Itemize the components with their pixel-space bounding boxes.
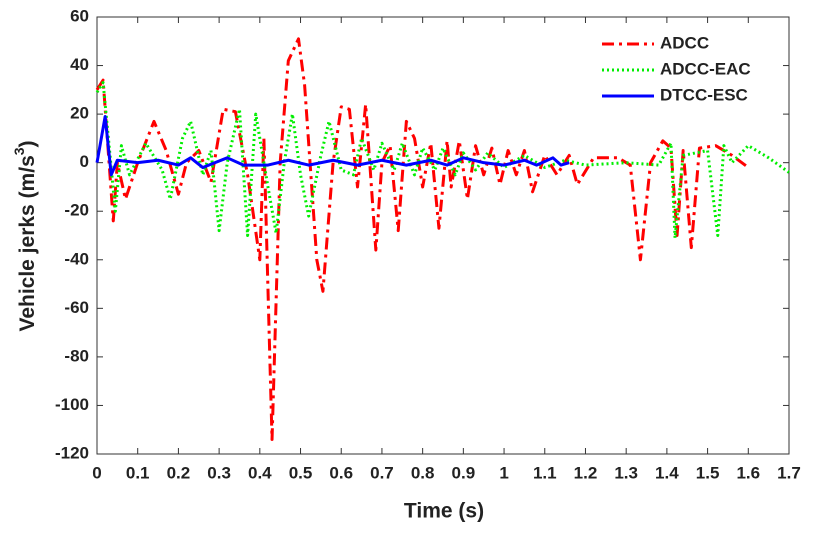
y-tick-label: -20 [64, 201, 89, 220]
x-tick-label: 1.5 [696, 463, 720, 482]
y-axis-label: Vehicle jerks (m/s3) [11, 140, 39, 331]
x-tick-label: 0.3 [207, 463, 231, 482]
x-tick-label: 0.1 [126, 463, 150, 482]
x-tick-label: 1.3 [614, 463, 638, 482]
y-tick-label: 20 [70, 104, 89, 123]
x-tick-label: 0.4 [248, 463, 272, 482]
x-tick-label: 1.4 [655, 463, 679, 482]
y-tick-label: -60 [64, 298, 89, 317]
y-tick-label: -100 [55, 395, 89, 414]
y-tick-label: 0 [80, 152, 89, 171]
x-axis-label: Time (s) [404, 500, 484, 523]
y-tick-label: -80 [64, 346, 89, 365]
y-label-end: ) [16, 140, 39, 147]
legend-label: ADCC-EAC [660, 59, 751, 78]
x-tick-label: 1.1 [533, 463, 557, 482]
y-tick-label: 60 [70, 6, 89, 25]
x-tick-label: 0.8 [411, 463, 435, 482]
y-tick-label: -40 [64, 249, 89, 268]
plot-area [96, 16, 790, 455]
y-label-sup: 3 [11, 147, 27, 155]
x-tick-label: 1 [499, 463, 508, 482]
x-tick-label: 0.7 [370, 463, 394, 482]
series-line [95, 81, 790, 240]
y-tick-label: -120 [55, 443, 89, 462]
series-line [95, 37, 750, 441]
y-tick-label: 40 [70, 55, 89, 74]
series-line [95, 115, 570, 177]
x-tick-label: 0.2 [167, 463, 191, 482]
x-tick-label: 1.6 [736, 463, 760, 482]
x-tick-label: 0.9 [452, 463, 476, 482]
x-tick-label: 0.5 [289, 463, 313, 482]
legend-label: DTCC-ESC [660, 85, 748, 104]
legend-label: ADCC [660, 33, 709, 52]
x-tick-label: 0 [92, 463, 101, 482]
x-tick-label: 1.2 [574, 463, 598, 482]
x-tick-label: 1.7 [777, 463, 801, 482]
x-tick-label: 0.6 [329, 463, 353, 482]
y-label-main: Vehicle jerks (m/s [16, 155, 39, 331]
